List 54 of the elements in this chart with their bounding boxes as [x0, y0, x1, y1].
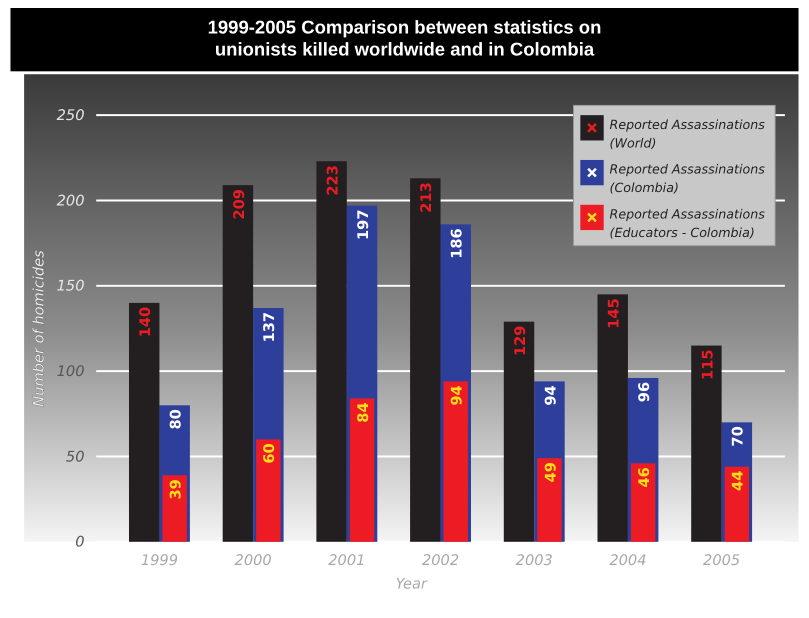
x-tick-label: 2001 [328, 552, 366, 570]
bar [537, 458, 562, 542]
x-tick-label: 2003 [516, 552, 553, 570]
bar [316, 161, 347, 542]
data-label: 49 [542, 462, 560, 482]
x-tick-label: 2002 [422, 552, 460, 570]
data-label: 115 [699, 349, 716, 380]
bar [162, 475, 187, 542]
x-tick-label: 1999 [140, 552, 178, 570]
x-tick-label: 2005 [703, 552, 740, 570]
y-tick-label: 150 [56, 278, 85, 295]
y-axis-title: Number of homicides [30, 250, 48, 407]
data-label: 94 [542, 385, 560, 406]
legend-label: Reported Assassinations (Colombia) [610, 162, 766, 196]
chart-title: 1999-2005 Comparison between statistics on unionists killed worldwide and in Colombia [208, 16, 602, 60]
data-label: 96 [636, 382, 654, 402]
y-tick-label: 0 [75, 534, 85, 551]
bar [630, 463, 656, 542]
y-tick-label: 100 [56, 363, 85, 380]
y-tick-label: 200 [56, 192, 85, 210]
data-label: 70 [730, 426, 747, 447]
data-label: 84 [354, 402, 372, 423]
data-label: 209 [230, 189, 248, 220]
x-tick-label: 2000 [234, 552, 272, 570]
bar [128, 302, 160, 542]
bar [350, 398, 374, 542]
bar [444, 381, 468, 542]
bar [724, 466, 750, 542]
x-tick-label: 2004 [609, 552, 647, 570]
data-label: 145 [606, 298, 623, 329]
data-label: 60 [261, 443, 278, 464]
x-axis-title: Year [396, 576, 428, 593]
bar [410, 178, 441, 542]
data-label: 80 [168, 409, 185, 430]
data-label: 44 [730, 470, 747, 491]
data-label: 223 [324, 165, 342, 196]
bar [222, 185, 254, 542]
bar [691, 346, 722, 542]
legend-label: Reported Assassinations (World) [610, 116, 766, 150]
legend-label: Reported Assassinations (Educators - Colombia) [610, 206, 766, 240]
y-tick-label: 50 [66, 448, 85, 466]
data-label: 213 [418, 182, 436, 213]
bar [597, 294, 628, 542]
data-label: 186 [448, 228, 466, 259]
data-label: 129 [512, 326, 529, 356]
data-label: 46 [636, 467, 654, 488]
bar [256, 439, 281, 542]
data-label: 137 [261, 312, 278, 342]
bar [504, 322, 534, 542]
y-tick-label: 250 [56, 107, 85, 124]
data-label: 39 [168, 479, 185, 500]
data-label: 140 [137, 306, 154, 338]
data-label: 94 [448, 385, 466, 406]
data-label: 197 [354, 210, 372, 240]
